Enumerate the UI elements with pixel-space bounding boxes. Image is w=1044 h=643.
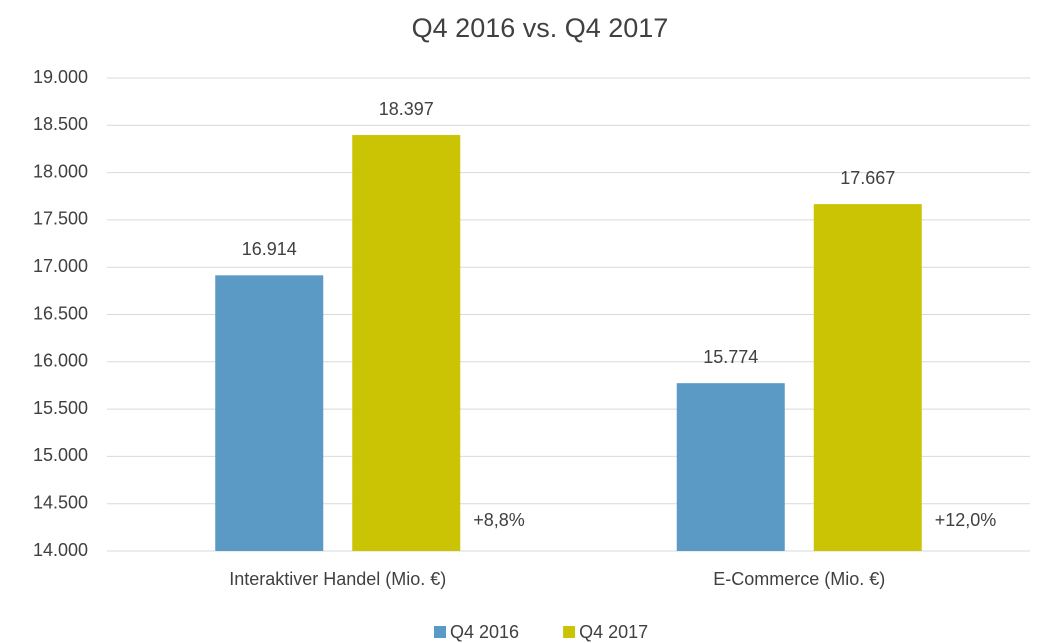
y-tick-label: 19.000 — [33, 67, 88, 87]
x-tick-label: Interaktiver Handel (Mio. €) — [229, 569, 446, 589]
y-tick-label: 14.000 — [33, 540, 88, 560]
legend-swatch — [563, 626, 576, 638]
legend-swatch — [434, 626, 446, 638]
annotation: +8,8% — [473, 510, 525, 530]
value-label: 17.667 — [840, 168, 895, 188]
legend-label: Q4 2016 — [450, 622, 519, 642]
value-label: 16.914 — [242, 239, 297, 259]
bar — [215, 275, 324, 551]
y-tick-label: 16.000 — [33, 351, 88, 371]
y-tick-label: 17.500 — [33, 209, 88, 229]
bar — [676, 383, 785, 551]
y-tick-label: 15.500 — [33, 398, 88, 418]
y-tick-label: 17.000 — [33, 256, 88, 276]
y-tick-label: 14.500 — [33, 492, 88, 512]
y-tick-label: 18.000 — [33, 161, 88, 181]
bar — [813, 204, 922, 551]
annotation: +12,0% — [935, 510, 997, 530]
bar — [352, 135, 461, 551]
x-tick-label: E-Commerce (Mio. €) — [713, 569, 885, 589]
value-label: 15.774 — [703, 347, 758, 367]
chart-title: Q4 2016 vs. Q4 2017 — [412, 13, 669, 43]
value-label: 18.397 — [379, 99, 434, 119]
legend-label: Q4 2017 — [579, 622, 648, 642]
y-tick-label: 16.500 — [33, 303, 88, 323]
y-tick-label: 18.500 — [33, 114, 88, 134]
y-tick-label: 15.000 — [33, 445, 88, 465]
